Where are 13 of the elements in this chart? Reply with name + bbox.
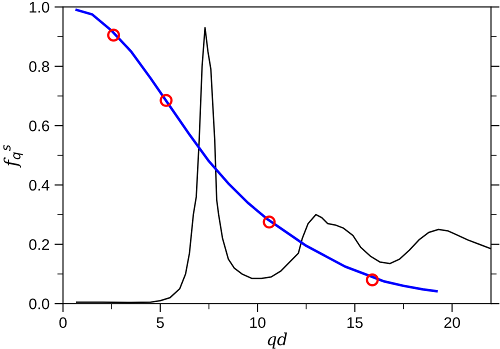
x-tick-label: 20 (444, 317, 460, 328)
y-tick-label: 0.8 (29, 61, 50, 72)
x-tick-label: 0 (59, 317, 67, 328)
x-tick-label: 10 (250, 317, 266, 328)
x-tick-label: 15 (347, 317, 363, 328)
y-tick-label: 0.2 (29, 239, 50, 250)
y-tick-label: 0.4 (29, 180, 50, 191)
y-tick-label: 0.6 (29, 120, 50, 132)
y-axis-title: f$_{q}$$^{s}$ (3, 144, 23, 168)
x-axis-title: qd (268, 332, 287, 349)
y-tick-label: 0.0 (29, 298, 50, 310)
y-tick-label: 1.0 (30, 2, 50, 13)
x-tick-label: 5 (156, 317, 164, 328)
